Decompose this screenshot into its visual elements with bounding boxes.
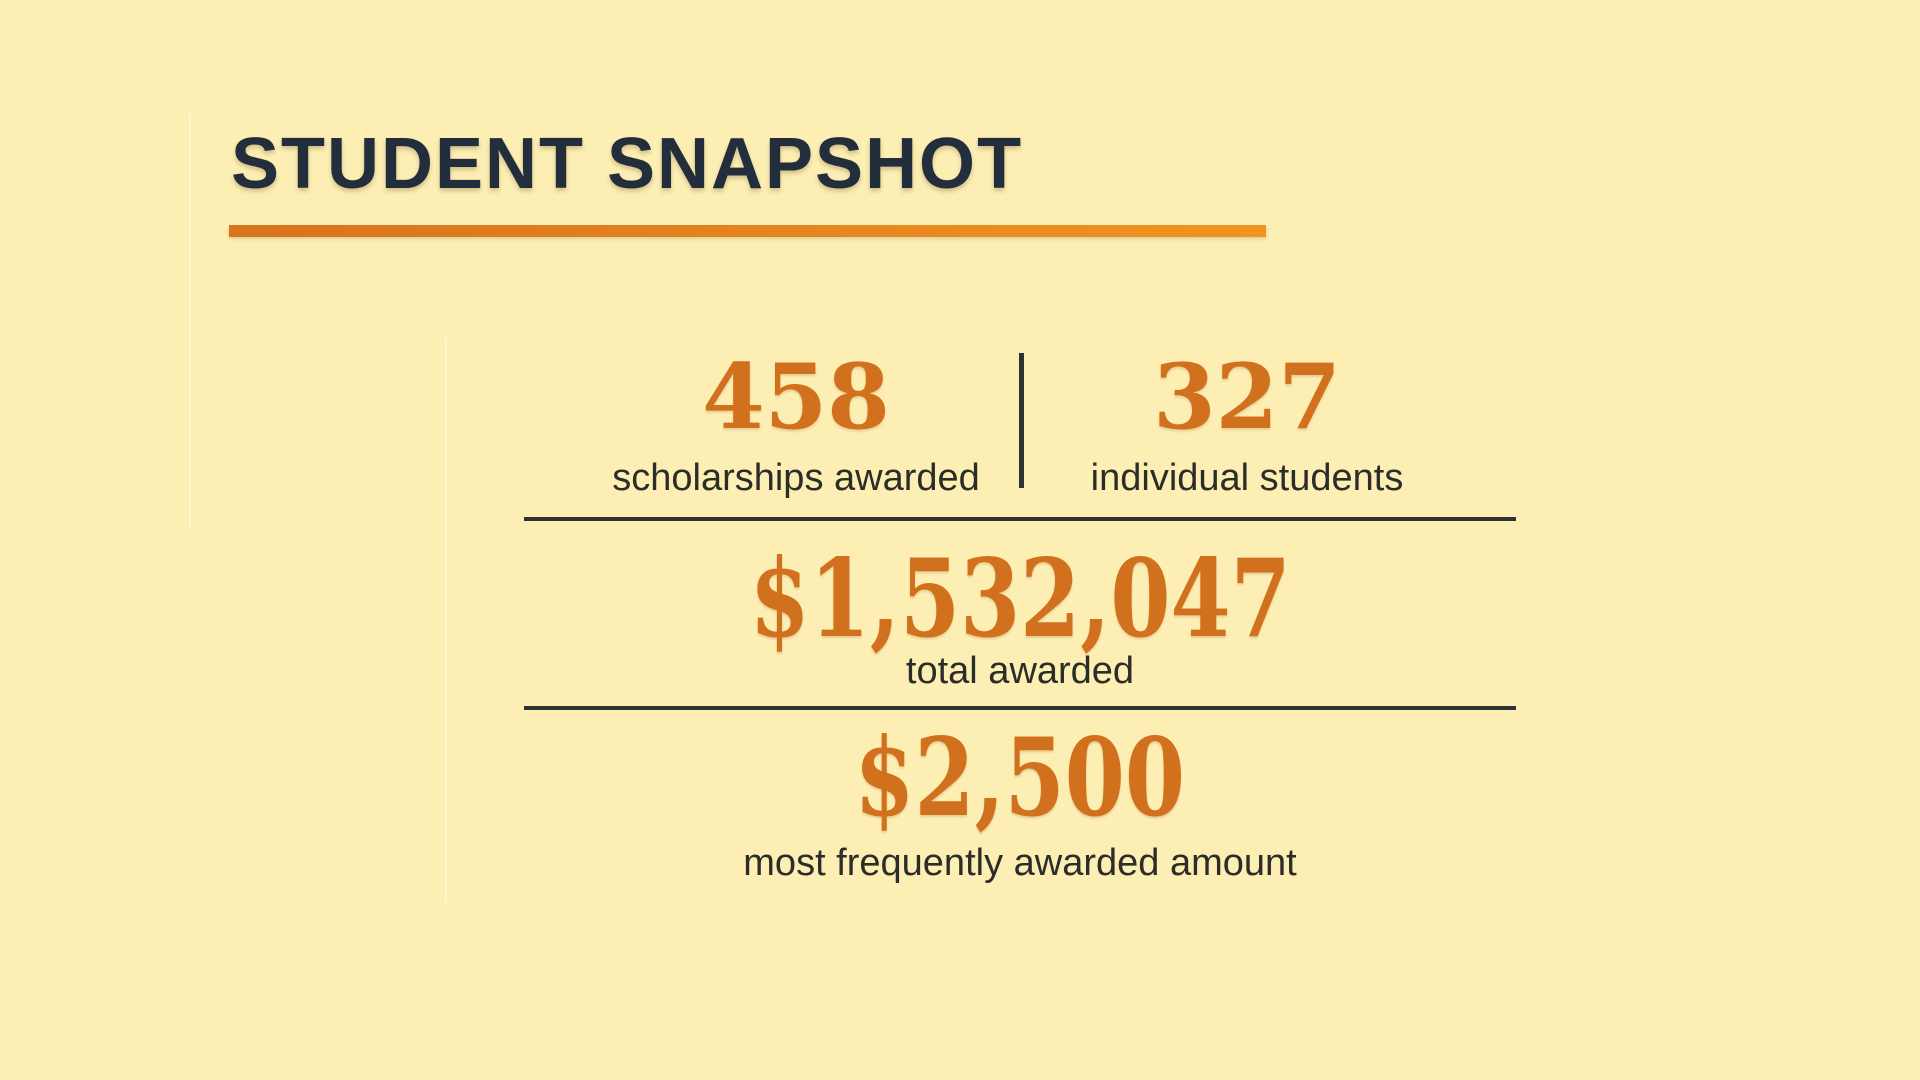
horizontal-divider <box>524 706 1516 710</box>
stat-scholarships-label: scholarships awarded <box>612 457 980 499</box>
background-seam <box>189 113 191 530</box>
page-title: STUDENT SNAPSHOT <box>231 124 1024 204</box>
background-seam <box>445 337 447 903</box>
stat-total-awarded-label: total awarded <box>905 650 1135 692</box>
stat-scholarships-value: 458 <box>702 344 890 450</box>
stat-total-awarded-value: $1,532,047 <box>524 545 1516 653</box>
horizontal-divider <box>524 517 1516 521</box>
stat-students-value: 327 <box>1153 344 1341 450</box>
stat-frequent-amount-value: $2,500 <box>524 724 1516 832</box>
title-underline-rule <box>229 225 1266 237</box>
stat-students-label: individual students <box>1090 457 1404 499</box>
stat-frequent-amount-text: $2,500 <box>854 715 1186 841</box>
vertical-divider <box>1019 353 1024 488</box>
stat-frequent-amount-label: most frequently awarded amount <box>743 842 1297 884</box>
stat-total-awarded-text: $1,532,047 <box>749 536 1291 662</box>
